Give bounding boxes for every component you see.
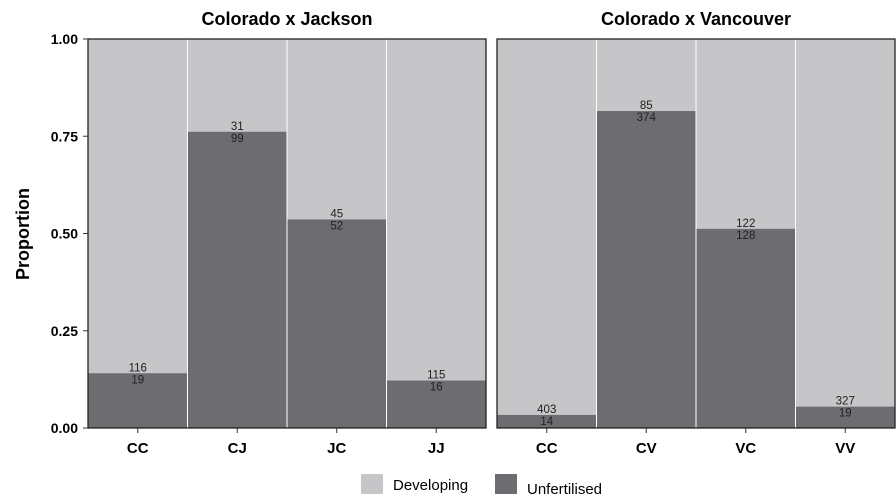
x-tick-label-jj: JJ [428, 440, 445, 457]
x-tick-label-cv: CV [636, 440, 657, 457]
y-tick-label: 0.75 [51, 128, 78, 144]
legend [361, 474, 517, 494]
bar-developing-jc [287, 39, 387, 220]
legend-label-unfertilised: Unfertilised [527, 481, 602, 495]
x-tick-label-vc: VC [735, 440, 756, 457]
count-label-unfertilised: 374 [637, 112, 657, 124]
y-tick-label: 0.50 [51, 226, 78, 242]
panel-title: Colorado x Jackson [201, 9, 372, 29]
x-tick-label-vv: VV [835, 440, 855, 457]
count-label-unfertilised: 19 [839, 408, 852, 420]
y-tick-label: 1.00 [51, 31, 78, 47]
count-label-developing: 115 [427, 370, 445, 382]
x-tick-label-jc: JC [327, 440, 346, 457]
count-label-unfertilised: 16 [430, 382, 443, 394]
bar-unfertilised-cc [497, 414, 597, 428]
bar-unfertilised-vc [696, 228, 796, 428]
y-tick-label: 0.00 [51, 420, 78, 436]
bar-developing-vv [795, 39, 895, 407]
y-axis-label: Proportion [13, 188, 33, 280]
count-label-unfertilised: 128 [736, 230, 755, 242]
bar-unfertilised-cv [596, 111, 696, 429]
chart-panel-1 [87, 38, 487, 429]
count-label-developing: 85 [640, 100, 653, 112]
bar-unfertilised-cj [187, 131, 287, 429]
panel-border [496, 38, 896, 429]
count-label-unfertilised: 19 [131, 374, 144, 386]
legend-swatch-developing [361, 474, 383, 494]
bar-developing-cc [497, 39, 597, 415]
bar-developing-cj [187, 39, 287, 132]
bar-developing-jj [386, 39, 486, 381]
legend-swatch-unfertilised [495, 474, 517, 494]
bar-unfertilised-vv [795, 406, 895, 428]
y-tick-label: 0.25 [51, 323, 78, 339]
bar-unfertilised-jj [386, 380, 486, 428]
count-label-developing: 116 [129, 362, 147, 374]
count-label-developing: 327 [836, 396, 855, 408]
count-label-unfertilised: 52 [330, 220, 343, 232]
count-label-developing: 31 [231, 121, 244, 133]
count-label-developing: 122 [736, 218, 755, 230]
count-label-unfertilised: 14 [540, 416, 553, 428]
count-label-developing: 403 [537, 404, 556, 416]
x-tick-label-cc: CC [536, 440, 558, 457]
x-tick-label-cc: CC [127, 440, 149, 457]
count-label-developing: 45 [330, 208, 343, 220]
bar-developing-cv [596, 39, 696, 112]
panel-title: Colorado x Vancouver [601, 9, 791, 29]
bar-developing-cc [88, 39, 188, 374]
legend-label-developing: Developing [393, 477, 468, 494]
count-label-unfertilised: 99 [231, 133, 244, 145]
bar-unfertilised-cc [88, 373, 188, 428]
bar-unfertilised-jc [287, 219, 387, 428]
chart-panel-2 [496, 38, 896, 429]
bar-developing-vc [696, 39, 796, 229]
x-tick-label-cj: CJ [228, 440, 247, 457]
